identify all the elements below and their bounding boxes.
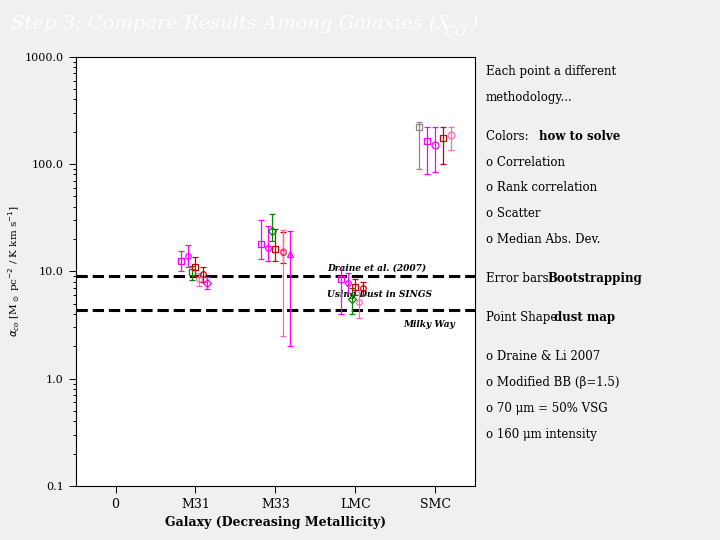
- Text: Bootstrapping: Bootstrapping: [547, 272, 642, 285]
- Text: methodology...: methodology...: [486, 91, 572, 104]
- Text: ): ): [470, 15, 478, 32]
- Text: Draine et al. (2007): Draine et al. (2007): [328, 264, 426, 273]
- Text: Step 3: Compare Results Among Galaxies (X: Step 3: Compare Results Among Galaxies (…: [11, 15, 450, 32]
- Text: Using Dust in SINGS: Using Dust in SINGS: [328, 289, 432, 299]
- Text: o Median Abs. Dev.: o Median Abs. Dev.: [486, 233, 600, 246]
- Text: o 70 μm = 50% VSG: o 70 μm = 50% VSG: [486, 402, 608, 415]
- Text: o Draine & Li 2007: o Draine & Li 2007: [486, 350, 600, 363]
- Text: o 160 μm intensity: o 160 μm intensity: [486, 428, 597, 441]
- Text: CO: CO: [444, 25, 467, 39]
- Text: Error bars:: Error bars:: [486, 272, 557, 285]
- X-axis label: Galaxy (Decreasing Metallicity): Galaxy (Decreasing Metallicity): [165, 516, 386, 529]
- Text: o Correlation: o Correlation: [486, 156, 565, 168]
- Text: Point Shape:: Point Shape:: [486, 311, 565, 324]
- Text: dust map: dust map: [554, 311, 616, 324]
- Text: Each point a different: Each point a different: [486, 65, 616, 78]
- Y-axis label: CO-to-H$_2$ Conversion Factor
$\alpha_{co}$ [M$_\odot$ pc$^{-2}$ / K km s$^{-1}$: CO-to-H$_2$ Conversion Factor $\alpha_{c…: [0, 196, 22, 347]
- Text: o Modified BB (β=1.5): o Modified BB (β=1.5): [486, 376, 619, 389]
- Text: Colors:: Colors:: [486, 130, 532, 143]
- Text: o Rank correlation: o Rank correlation: [486, 181, 597, 194]
- Text: o Scatter: o Scatter: [486, 207, 541, 220]
- Text: Milky Way: Milky Way: [403, 320, 455, 329]
- Text: how to solve: how to solve: [539, 130, 620, 143]
